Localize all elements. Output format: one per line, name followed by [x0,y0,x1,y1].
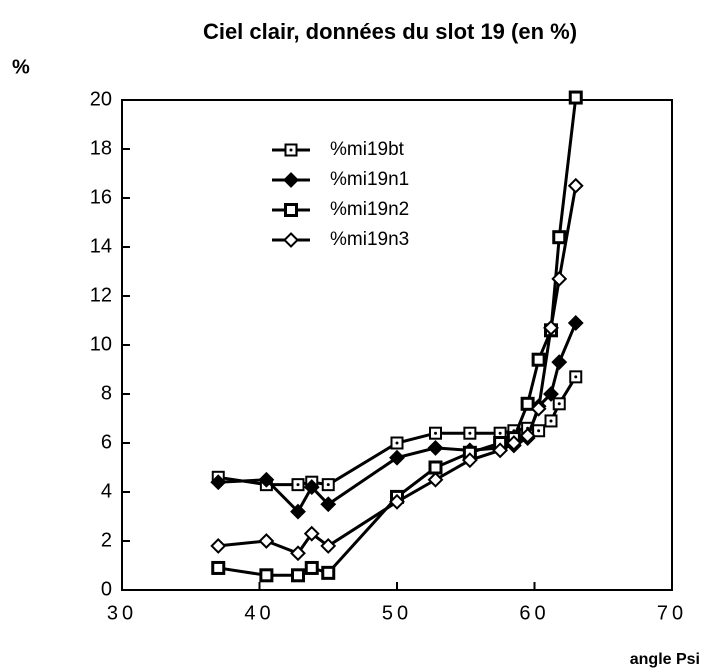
y-tick-label: 10 [90,333,112,355]
marker-dot [557,402,561,406]
marker-dot [434,431,437,435]
marker [283,232,299,248]
marker [303,525,320,542]
marker [492,442,509,459]
chart-title: Ciel clair, données du slot 19 (en %) [203,19,577,44]
marker [259,568,274,583]
marker [321,565,336,580]
marker [283,172,299,188]
y-tick-label: 2 [101,529,112,551]
marker-dot [296,483,300,487]
marker [531,352,546,367]
marker [551,270,568,287]
y-tick-label: 16 [90,186,112,208]
marker-dot [395,441,399,445]
marker-dot [468,431,472,435]
marker [320,537,337,554]
y-axis-label: % [12,56,30,78]
marker [520,396,535,411]
marker [551,354,568,371]
y-tick-label: 12 [90,284,112,306]
legend-label: %mi19n2 [330,199,409,220]
marker [461,452,478,469]
y-tick-label: 8 [101,382,112,404]
y-tick-label: 20 [90,88,112,110]
y-tick-label: 0 [101,578,112,600]
marker-dot [549,419,553,423]
y-tick-label: 4 [101,480,112,502]
marker [428,460,443,475]
marker [567,177,584,194]
marker [258,533,275,549]
y-tick-label: 14 [90,235,112,257]
marker [427,471,444,488]
marker-dot [289,148,293,152]
marker [567,315,584,331]
marker [389,493,405,510]
x-tick-label: 60 [519,602,549,624]
marker [543,386,559,402]
x-tick-label: 50 [382,602,412,624]
legend-label: %mi19n3 [330,229,409,250]
marker [389,449,405,466]
marker [258,471,275,488]
marker [211,560,226,575]
marker-dot [537,429,541,433]
y-tick-label: 18 [90,137,112,159]
marker [210,537,227,554]
marker-dot [326,483,330,487]
marker [303,479,320,496]
marker [543,319,559,336]
legend-label: %mi19n1 [330,169,409,190]
y-tick-label: 6 [101,431,112,453]
marker [304,560,319,575]
x-axis-label: angle Psi [630,651,700,668]
marker-dot [498,431,502,435]
marker [284,203,298,217]
marker-dot [574,375,578,379]
x-tick-label: 70 [657,602,687,624]
marker [427,439,444,456]
marker [568,90,583,105]
marker [505,435,522,451]
marker [530,400,547,417]
marker [320,496,337,513]
x-tick-label: 30 [107,602,137,624]
legend-label: %mi19bt [330,139,405,160]
marker [290,503,306,520]
marker [519,427,536,444]
marker [291,568,305,583]
marker [290,545,306,562]
marker [552,230,567,245]
marker [210,474,227,491]
x-tick-label: 40 [244,602,274,624]
